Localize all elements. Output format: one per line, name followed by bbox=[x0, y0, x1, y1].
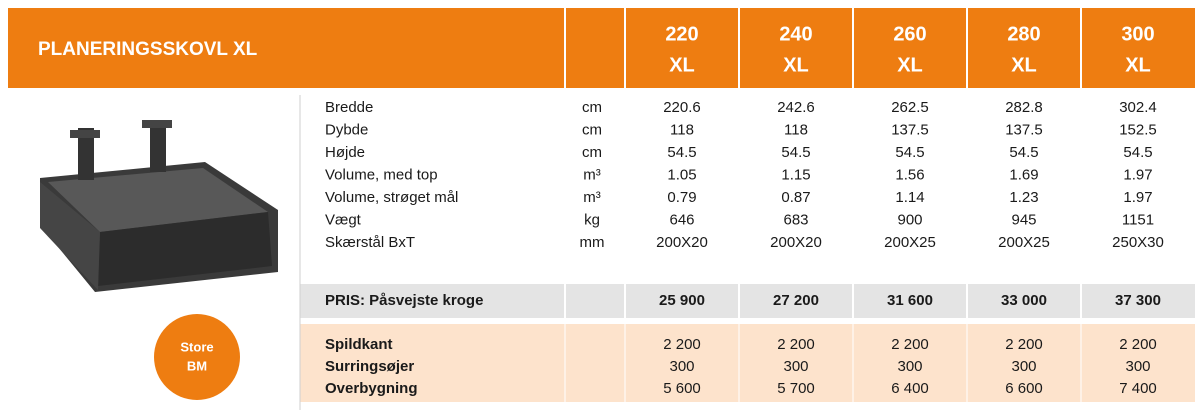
spec-value: 1.05 bbox=[667, 166, 696, 183]
model-number: 300 bbox=[1121, 23, 1154, 45]
spec-value: 242.6 bbox=[777, 99, 815, 116]
badge bbox=[154, 314, 240, 400]
model-suffix: XL bbox=[1125, 54, 1151, 76]
spec-label: Højde bbox=[325, 144, 365, 161]
spec-value: 1.97 bbox=[1123, 189, 1152, 206]
model-number: 240 bbox=[779, 23, 812, 45]
spec-unit: m³ bbox=[583, 189, 601, 206]
spec-value: 1151 bbox=[1122, 211, 1154, 228]
extra-value: 300 bbox=[783, 358, 808, 375]
spec-value: 54.5 bbox=[895, 144, 924, 161]
extra-label: Spildkant bbox=[325, 336, 393, 353]
extra-value: 5 600 bbox=[663, 380, 701, 397]
spec-value: 54.5 bbox=[1009, 144, 1038, 161]
extra-label: Surringsøjer bbox=[325, 358, 414, 375]
spec-value: 152.5 bbox=[1119, 121, 1157, 138]
spec-value: 137.5 bbox=[1005, 121, 1043, 138]
spec-value: 200X25 bbox=[998, 234, 1050, 251]
extra-value: 2 200 bbox=[1005, 336, 1043, 353]
spec-label: Volume, med top bbox=[325, 166, 438, 183]
extra-value: 300 bbox=[1125, 358, 1150, 375]
spec-label: Bredde bbox=[325, 99, 373, 116]
spec-value: 200X20 bbox=[770, 234, 822, 251]
spec-value: 1.14 bbox=[895, 189, 924, 206]
badge-text: Store bbox=[180, 339, 213, 354]
model-suffix: XL bbox=[783, 54, 809, 76]
extra-value: 7 400 bbox=[1119, 380, 1157, 397]
spec-value: 0.79 bbox=[667, 189, 696, 206]
spec-value: 1.15 bbox=[781, 166, 810, 183]
spec-value: 302.4 bbox=[1119, 99, 1157, 116]
spec-value: 250X30 bbox=[1112, 234, 1164, 251]
price-sheet: PLANERINGSSKOVL XL Store BM 220 XL 240 XL 26… bbox=[0, 0, 1197, 410]
price-value: 33 000 bbox=[1001, 292, 1047, 309]
extras-band bbox=[300, 324, 1195, 402]
spec-unit: cm bbox=[582, 121, 602, 138]
price-label: PRIS: Påsvejste kroge bbox=[325, 292, 483, 309]
model-number: 260 bbox=[893, 23, 926, 45]
price-value: 31 600 bbox=[887, 292, 933, 309]
spec-value: 683 bbox=[783, 211, 808, 228]
extra-value: 300 bbox=[1011, 358, 1036, 375]
model-suffix: XL bbox=[669, 54, 695, 76]
spec-unit: m³ bbox=[583, 166, 601, 183]
spec-label: Dybde bbox=[325, 121, 368, 138]
model-suffix: XL bbox=[897, 54, 923, 76]
spec-value: 118 bbox=[670, 121, 694, 138]
spec-label: Vægt bbox=[325, 211, 362, 228]
price-value: 25 900 bbox=[659, 292, 705, 309]
spec-value: 1.69 bbox=[1009, 166, 1038, 183]
extra-label: Overbygning bbox=[325, 380, 418, 397]
extra-value: 2 200 bbox=[1119, 336, 1157, 353]
sheet-title: PLANERINGSSKOVL XL bbox=[38, 39, 258, 60]
spec-value: 1.23 bbox=[1009, 189, 1038, 206]
spec-value: 137.5 bbox=[891, 121, 929, 138]
page: PLANERINGSSKOVL XL Store BM 220 XL 240 XL 26… bbox=[0, 0, 1197, 410]
extra-value: 2 200 bbox=[663, 336, 701, 353]
spec-label: Volume, strøget mål bbox=[325, 189, 458, 206]
extra-value: 300 bbox=[669, 358, 694, 375]
spec-value: 54.5 bbox=[667, 144, 696, 161]
spec-unit: mm bbox=[580, 234, 605, 251]
extra-value: 5 700 bbox=[777, 380, 815, 397]
spec-unit: kg bbox=[584, 211, 600, 228]
spec-value: 200X20 bbox=[656, 234, 708, 251]
bucket-image bbox=[40, 120, 278, 292]
model-number: 220 bbox=[665, 23, 698, 45]
price-value: 27 200 bbox=[773, 292, 819, 309]
spec-value: 282.8 bbox=[1005, 99, 1043, 116]
spec-value: 0.87 bbox=[781, 189, 810, 206]
model-suffix: XL bbox=[1011, 54, 1037, 76]
badge-text: BM bbox=[187, 358, 207, 373]
spec-value: 54.5 bbox=[781, 144, 810, 161]
spec-value: 646 bbox=[669, 211, 694, 228]
extra-value: 2 200 bbox=[891, 336, 929, 353]
spec-value: 200X25 bbox=[884, 234, 936, 251]
spec-value: 945 bbox=[1011, 211, 1036, 228]
spec-unit: cm bbox=[582, 144, 602, 161]
spec-value: 900 bbox=[897, 211, 922, 228]
spec-value: 118 bbox=[784, 121, 808, 138]
extra-value: 6 400 bbox=[891, 380, 929, 397]
model-number: 280 bbox=[1007, 23, 1040, 45]
spec-value: 262.5 bbox=[891, 99, 929, 116]
price-value: 37 300 bbox=[1115, 292, 1161, 309]
extra-value: 300 bbox=[897, 358, 922, 375]
spec-value: 1.56 bbox=[895, 166, 924, 183]
spec-value: 220.6 bbox=[663, 99, 701, 116]
spec-value: 1.97 bbox=[1123, 166, 1152, 183]
extra-value: 2 200 bbox=[777, 336, 815, 353]
spec-label: Skærstål BxT bbox=[325, 234, 415, 251]
spec-unit: cm bbox=[582, 99, 602, 116]
extra-value: 6 600 bbox=[1005, 380, 1043, 397]
spec-value: 54.5 bbox=[1123, 144, 1152, 161]
